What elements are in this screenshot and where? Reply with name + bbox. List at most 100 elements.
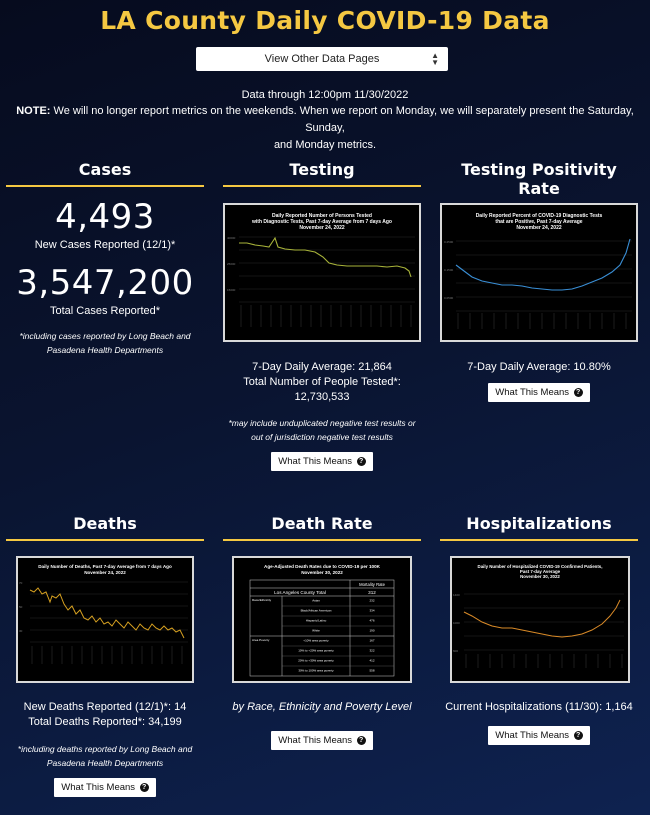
deaths-line: [29, 587, 185, 639]
data-pages-select-label: View Other Data Pages: [264, 53, 380, 65]
cases-section: Cases 4,493 New Cases Reported (12/1)* 3…: [6, 160, 204, 357]
current-hospitalizations: Current Hospitalizations (11/30): 1,164: [445, 701, 633, 713]
hosp-chart-title-3: November 30, 2022: [520, 574, 560, 579]
svg-text:1400: 1400: [453, 593, 460, 597]
death-rate-row-value: 412: [369, 659, 374, 663]
deaths-stats: New Deaths Reported (12/1)*: 14 Total De…: [6, 700, 204, 797]
testing-what-this-means-button[interactable]: What This Means ?: [271, 452, 373, 471]
svg-text:600: 600: [453, 649, 458, 653]
positivity-chart: Daily Reported Percent of COVID-19 Diagn…: [444, 213, 632, 329]
total-cases-label: Total Cases Reported*: [49, 305, 161, 317]
death-rate-row-value: 322: [369, 649, 374, 653]
death-rate-row-value: 476: [369, 619, 374, 623]
svg-text:0.2500: 0.2500: [444, 240, 454, 244]
death-rate-rows: Asian 232 Black/African American 334 Hispani…: [298, 599, 375, 673]
death-rate-row-label: White: [312, 629, 320, 633]
total-cases-value: 3,547,200: [16, 263, 194, 303]
testing-total-label: Total Number of People Tested*:: [243, 376, 401, 388]
death-rate-what-this-means-button[interactable]: What This Means ?: [271, 731, 373, 750]
testing-x-ticks: [240, 305, 412, 327]
cases-title: Cases: [6, 160, 204, 187]
cases-footnote: *including cases reported by Long Beach …: [19, 331, 191, 355]
svg-text:1000: 1000: [453, 621, 460, 625]
death-rate-row-label: 30% to 100% area poverty: [298, 669, 334, 673]
death-rate-row-label: 10% to <20% area poverty: [298, 649, 334, 653]
hospitalizations-title: Hospitalizations: [440, 514, 638, 541]
deaths-title: Deaths: [6, 514, 204, 541]
testing-title: Testing: [223, 160, 421, 187]
death-rate-row-value: 190: [369, 629, 374, 633]
hosp-chart-title-1: Daily Number of Hospitalized COVID-19 Co…: [478, 564, 603, 569]
hospitalizations-button-label: What This Means: [495, 730, 570, 741]
positivity-title: Testing Positivity Rate: [440, 160, 638, 206]
hospitalizations-chart: Daily Number of Hospitalized COVID-19 Co…: [453, 564, 624, 668]
hospitalizations-what-this-means-button[interactable]: What This Means ?: [488, 726, 590, 745]
death-rate-button-label: What This Means: [278, 735, 353, 746]
note-text-2: and Monday metrics.: [273, 139, 377, 151]
positivity-section: Testing Positivity Rate: [440, 160, 638, 206]
hospitalizations-stats: Current Hospitalizations (11/30): 1,164 …: [440, 700, 638, 745]
positivity-stats: 7-Day Daily Average: 10.80% What This Me…: [440, 360, 638, 402]
note-label: NOTE:: [16, 105, 51, 117]
deaths-footnote: *including deaths reported by Long Beach…: [17, 744, 193, 768]
testing-stats: 7-Day Daily Average: 21,864 Total Number…: [223, 360, 421, 471]
hospitalizations-chart-thumbnail[interactable]: Daily Number of Hospitalized COVID-19 Co…: [450, 556, 630, 683]
question-circle-icon: ?: [356, 735, 366, 745]
svg-text:15000: 15000: [227, 288, 236, 292]
up-down-caret-icon: ▲ ▼: [431, 51, 439, 67]
svg-text:0.0500: 0.0500: [444, 296, 454, 300]
svg-text:25000: 25000: [227, 262, 236, 266]
deaths-chart-thumbnail[interactable]: Daily Number of Deaths, Past 7-day Avera…: [16, 556, 194, 683]
question-circle-icon: ?: [356, 456, 366, 466]
death-rate-row-value: 232: [369, 599, 374, 603]
new-cases-value: 4,493: [55, 197, 155, 237]
positivity-chart-title-3: November 24, 2022: [516, 225, 562, 231]
race-group-label: Race/Ethnicity: [252, 598, 272, 602]
testing-footnote: *may include unduplicated negative test …: [228, 418, 416, 442]
positivity-avg: 7-Day Daily Average: 10.80%: [467, 361, 611, 373]
testing-avg: 7-Day Daily Average: 21,864: [252, 361, 392, 373]
testing-chart-title-1: Daily Reported Number of Persons Tested: [272, 213, 372, 219]
death-rate-row-value: 334: [369, 609, 374, 613]
hospitalizations-line: [463, 599, 621, 638]
positivity-chart-title-2: that are Positive, Past 7-day Average: [495, 219, 582, 225]
death-rate-row-label: Asian: [312, 599, 320, 603]
hospitalizations-section: Hospitalizations: [440, 514, 638, 541]
death-rate-section: Death Rate: [223, 514, 421, 541]
question-circle-icon: ?: [139, 782, 149, 792]
testing-chart: Daily Reported Number of Persons Tested …: [227, 213, 415, 327]
death-rate-row-label: 20% to <30% area poverty: [298, 659, 334, 663]
testing-chart-title-3: November 24, 2022: [299, 225, 345, 231]
positivity-line: [455, 238, 631, 291]
death-rate-table: Age-Adjusted Death Rates due to COVID-19…: [249, 564, 395, 677]
weekend-note: NOTE: We will no longer report metrics o…: [0, 103, 650, 154]
deaths-chart: Daily Number of Deaths, Past 7-day Avera…: [19, 564, 188, 664]
testing-total-value: 12,730,533: [294, 391, 350, 403]
svg-text:30: 30: [19, 629, 23, 633]
death-rate-row-value: 558: [369, 669, 374, 673]
hosp-chart-title-2: Past 7-day Average: [520, 569, 561, 574]
positivity-chart-thumbnail[interactable]: Daily Reported Percent of COVID-19 Diagn…: [440, 203, 638, 342]
positivity-what-this-means-button[interactable]: What This Means ?: [488, 383, 590, 402]
page-title: LA County Daily COVID-19 Data: [100, 6, 550, 35]
question-circle-icon: ?: [573, 387, 583, 397]
deaths-button-label: What This Means: [61, 782, 136, 793]
data-pages-select[interactable]: View Other Data Pages ▲ ▼: [196, 47, 448, 71]
death-rate-title: Death Rate: [223, 514, 421, 541]
death-rate-row-label: <10% area poverty: [303, 639, 329, 643]
svg-text:50: 50: [19, 605, 23, 609]
question-circle-icon: ?: [573, 730, 583, 740]
testing-chart-thumbnail[interactable]: Daily Reported Number of Persons Tested …: [223, 203, 421, 342]
note-text: We will no longer report metrics on the …: [50, 105, 634, 134]
svg-text:0.1500: 0.1500: [444, 268, 454, 272]
data-through-text: Data through 12:00pm 11/30/2022: [241, 89, 409, 101]
deaths-chart-title-2: November 24, 2022: [84, 570, 126, 575]
deaths-section: Deaths: [6, 514, 204, 541]
new-deaths: New Deaths Reported (12/1)*: 14: [23, 701, 187, 713]
death-rate-table-thumbnail[interactable]: Age-Adjusted Death Rates due to COVID-19…: [232, 556, 412, 683]
deaths-chart-title-1: Daily Number of Deaths, Past 7-day Avera…: [38, 564, 172, 569]
death-rate-chart-title-2: November 30, 2022: [301, 570, 343, 575]
positivity-button-label: What This Means: [495, 387, 570, 398]
deaths-what-this-means-button[interactable]: What This Means ?: [54, 778, 156, 797]
svg-text:40000: 40000: [227, 236, 236, 240]
